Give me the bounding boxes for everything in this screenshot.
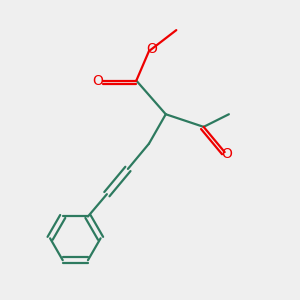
Text: O: O xyxy=(147,42,158,56)
Text: O: O xyxy=(221,147,232,161)
Text: O: O xyxy=(92,74,103,88)
